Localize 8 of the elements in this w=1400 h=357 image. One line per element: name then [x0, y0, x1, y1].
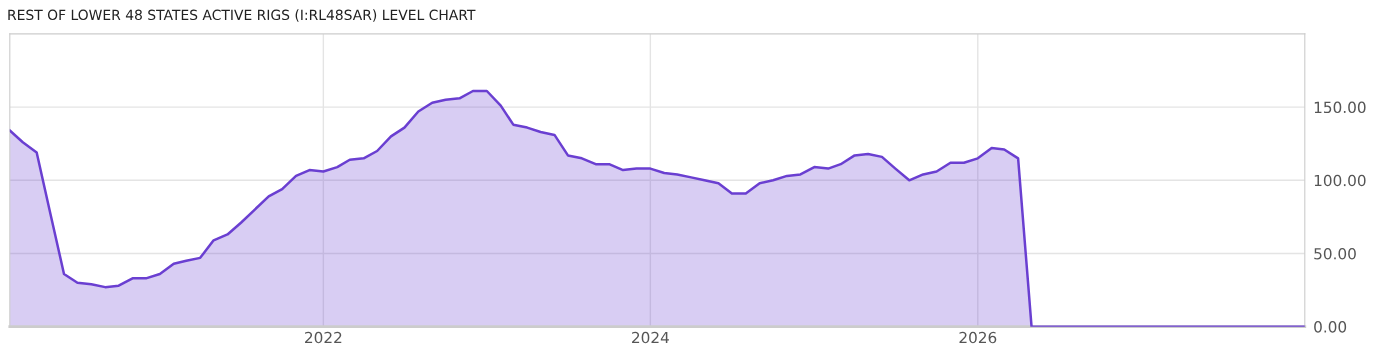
chart-title: REST OF LOWER 48 STATES ACTIVE RIGS (I:RL48SAR) LEVEL CHART — [8, 9, 476, 22]
x-tick-label: 2024 — [632, 331, 669, 344]
y-tick-label: 50.00 — [1314, 247, 1356, 260]
x-tick-label: 2026 — [959, 331, 997, 344]
y-tick-label: 150.00 — [1314, 101, 1366, 114]
x-tick-label: 2022 — [305, 331, 342, 344]
y-tick-label: 100.00 — [1314, 174, 1366, 187]
y-tick-label: 0.00 — [1314, 321, 1347, 333]
